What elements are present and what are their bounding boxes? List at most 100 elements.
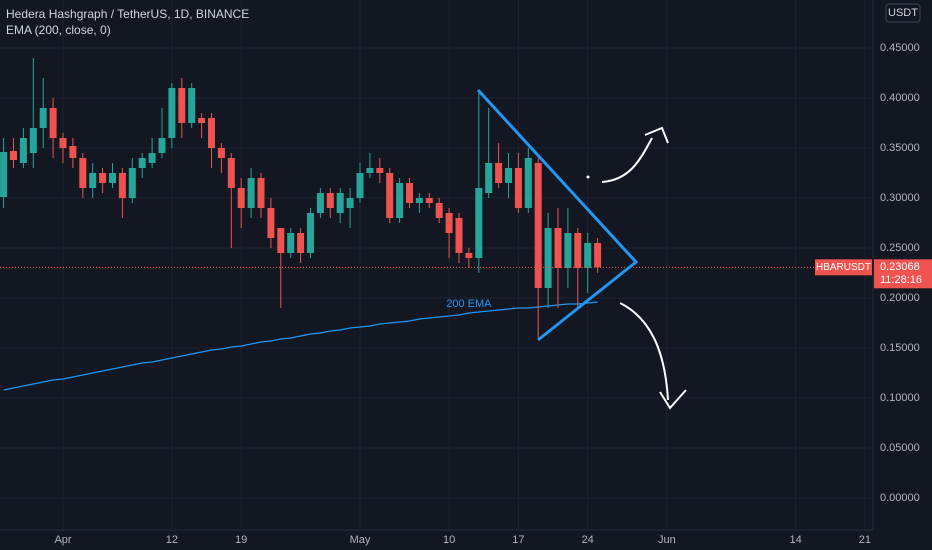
candle-body <box>326 193 334 208</box>
candle-body <box>297 233 305 253</box>
candle-body <box>475 188 483 258</box>
candle-body <box>514 168 522 208</box>
plot: 200 EMA <box>0 58 873 391</box>
triangle <box>476 88 639 342</box>
candle-body <box>415 198 423 203</box>
candle-body <box>277 228 285 253</box>
ema-line <box>3 301 598 391</box>
candle-body <box>227 158 235 188</box>
candle-body <box>425 198 433 203</box>
candle-body <box>267 208 275 238</box>
symbol-label: HBARUSDT <box>816 262 871 273</box>
candle-body <box>217 148 225 158</box>
candle-body <box>524 158 532 208</box>
candle-body <box>594 243 602 268</box>
y-tick-label: 0.25000 <box>880 242 920 254</box>
down-arrow <box>619 302 687 410</box>
x-tick-label: 21 <box>859 534 871 546</box>
candle-body <box>178 88 186 123</box>
candle-body <box>0 152 8 197</box>
candle-body <box>168 88 176 138</box>
candle-body <box>59 138 67 148</box>
y-tick-label: 0.05000 <box>880 442 920 454</box>
x-tick-label: 10 <box>443 534 455 546</box>
countdown: 11:28:16 <box>880 274 922 286</box>
candle-body <box>69 146 77 158</box>
candle-body <box>316 193 324 213</box>
candle-body <box>435 203 443 218</box>
candle-body <box>79 158 87 188</box>
indicator-label: EMA (200, close, 0) <box>6 23 111 37</box>
y-tick-label: 0.35000 <box>880 142 920 154</box>
candle-body <box>455 218 463 253</box>
currency[interactable]: USDT <box>888 7 918 19</box>
candle-body <box>465 253 473 258</box>
candle-body <box>237 188 245 208</box>
candle-body <box>29 128 37 153</box>
candle-body <box>495 163 503 183</box>
y-tick-label: 0.20000 <box>880 292 920 304</box>
candle-body <box>346 198 354 208</box>
candle-body <box>396 183 404 218</box>
candle-body <box>406 183 413 203</box>
currency-box[interactable] <box>885 3 921 23</box>
candle-body <box>109 173 116 183</box>
last-price-label: 0.23068 <box>880 261 920 273</box>
x-tick-label: Apr <box>54 534 71 546</box>
chart-title: Hedera Hashgraph / TetherUS, 1D, BINANCE <box>6 7 249 21</box>
candle-body <box>336 193 344 213</box>
axis: 0.45000 0.40000 0.35000 0.30000 0.25000 0.200… <box>54 42 932 546</box>
candle-body <box>148 153 156 163</box>
up-arrow <box>601 126 669 183</box>
y-tick-label: 0.40000 <box>880 92 920 104</box>
y-tick-label: 0.10000 <box>880 392 920 404</box>
x-tick-label: Jun <box>658 534 676 546</box>
candle-body <box>49 108 57 138</box>
x-tick-label: May <box>350 534 371 546</box>
candle-body <box>19 138 27 163</box>
symbol-box <box>815 259 872 276</box>
y-tick-label: 0.45000 <box>880 42 920 54</box>
y-tick-label: 0.15000 <box>880 342 920 354</box>
candle-body <box>554 228 562 268</box>
candle-body <box>118 173 126 198</box>
x-tick-label: 19 <box>235 534 247 546</box>
candle-body <box>158 138 166 153</box>
candle-body <box>89 173 97 188</box>
candle-body <box>356 173 364 198</box>
x-tick-label: 14 <box>789 534 801 546</box>
candle-body <box>445 213 453 233</box>
candle-body <box>138 158 146 168</box>
candle-body <box>376 168 384 173</box>
candle-body <box>287 233 295 253</box>
drawings <box>476 88 687 410</box>
candle-body <box>505 168 512 183</box>
candle-body <box>307 213 314 253</box>
candle-body <box>485 163 493 193</box>
candle-body <box>544 228 552 288</box>
candle-body <box>257 178 265 208</box>
price-box <box>874 259 932 289</box>
candle-body <box>386 173 394 218</box>
candle-body <box>128 168 136 198</box>
candle-body <box>584 243 592 268</box>
x-tick-label: 17 <box>512 534 524 546</box>
candle-body <box>564 233 572 268</box>
grid <box>0 0 873 530</box>
candle-body <box>208 118 215 148</box>
dot <box>586 175 590 179</box>
candle-body <box>366 168 374 173</box>
x-tick-label: 24 <box>582 534 594 546</box>
candle-body <box>574 233 582 268</box>
annotation: 200 EMA <box>446 298 492 310</box>
candle-body <box>10 151 17 160</box>
x-tick-label: 12 <box>166 534 178 546</box>
candle-body <box>99 173 107 183</box>
y-tick-label: 0.30000 <box>880 192 920 204</box>
candle-body <box>188 88 196 123</box>
candle-body <box>39 108 47 128</box>
y-tick-label: 0.00000 <box>880 492 920 504</box>
candle-body <box>247 178 255 208</box>
